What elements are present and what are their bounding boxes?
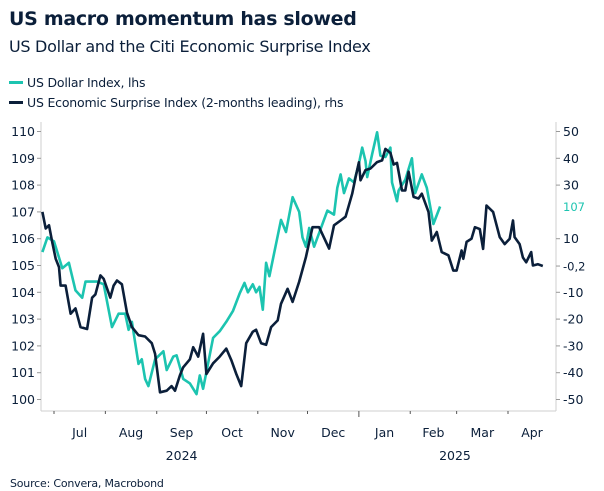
- right-axis-tick-label: -50: [563, 392, 583, 407]
- right-axis-tick-label: -30: [563, 338, 583, 353]
- legend-item-surprise: US Economic Surprise Index (2-months lea…: [9, 95, 344, 110]
- series-line-usd-index: [41, 131, 442, 396]
- left-axis-tick-label: 110: [11, 124, 35, 139]
- x-axis-month-label: Feb: [422, 425, 444, 440]
- left-axis-tick-label: 103: [11, 312, 35, 327]
- left-axis-tick-label: 104: [11, 285, 35, 300]
- left-axis-tick-label: 105: [11, 258, 35, 273]
- right-axis-tick-label: -40: [563, 365, 583, 380]
- x-axis-month-label: Jan: [374, 425, 394, 440]
- right-axis-tick-label: 50: [563, 124, 579, 139]
- left-axis-tick-label: 106: [11, 231, 35, 246]
- x-axis-month-label: Sep: [170, 425, 194, 440]
- left-axis-tick-label: 108: [11, 178, 35, 193]
- right-axis-tick-label: 10: [563, 231, 579, 246]
- last-value-label-surprise: -0,2: [563, 260, 585, 274]
- right-axis-tick-label: -20: [563, 312, 583, 327]
- right-axis-tick-label: 40: [563, 151, 579, 166]
- legend-label-surprise: US Economic Surprise Index (2-months lea…: [27, 95, 344, 110]
- x-axis-month-label: Oct: [221, 425, 243, 440]
- left-axis-tick-label: 102: [11, 338, 35, 353]
- left-axis-tick-label: 107: [11, 204, 35, 219]
- legend-swatch-usd: [9, 81, 23, 84]
- left-axis-tick-label: 100: [11, 392, 35, 407]
- legend-label-usd: US Dollar Index, lhs: [27, 75, 146, 90]
- x-axis-month-label: Apr: [521, 425, 543, 440]
- right-axis-tick-label: -10: [563, 285, 583, 300]
- legend-swatch-surprise: [9, 101, 23, 104]
- last-value-label-usd: 107: [563, 200, 585, 214]
- right-axis-tick-label: 30: [563, 178, 579, 193]
- x-axis-year-label: 2024: [166, 448, 198, 463]
- chart-title: US macro momentum has slowed: [9, 8, 357, 30]
- x-axis-month-label: Mar: [471, 425, 495, 440]
- x-axis-month-label: Nov: [270, 425, 295, 440]
- x-axis-month-label: Aug: [119, 425, 143, 440]
- left-axis-tick-label: 109: [11, 151, 35, 166]
- chart-subtitle: US Dollar and the Citi Economic Surprise…: [9, 37, 371, 56]
- x-axis-month-label: Dec: [321, 425, 345, 440]
- legend-item-usd: US Dollar Index, lhs: [9, 75, 146, 90]
- left-axis-tick-label: 101: [11, 365, 35, 380]
- series-line-economic-surprise: [41, 147, 544, 394]
- source-note: Source: Convera, Macrobond: [10, 477, 164, 490]
- x-axis-year-label: 2025: [439, 448, 471, 463]
- x-axis-month-label: Jul: [71, 425, 87, 440]
